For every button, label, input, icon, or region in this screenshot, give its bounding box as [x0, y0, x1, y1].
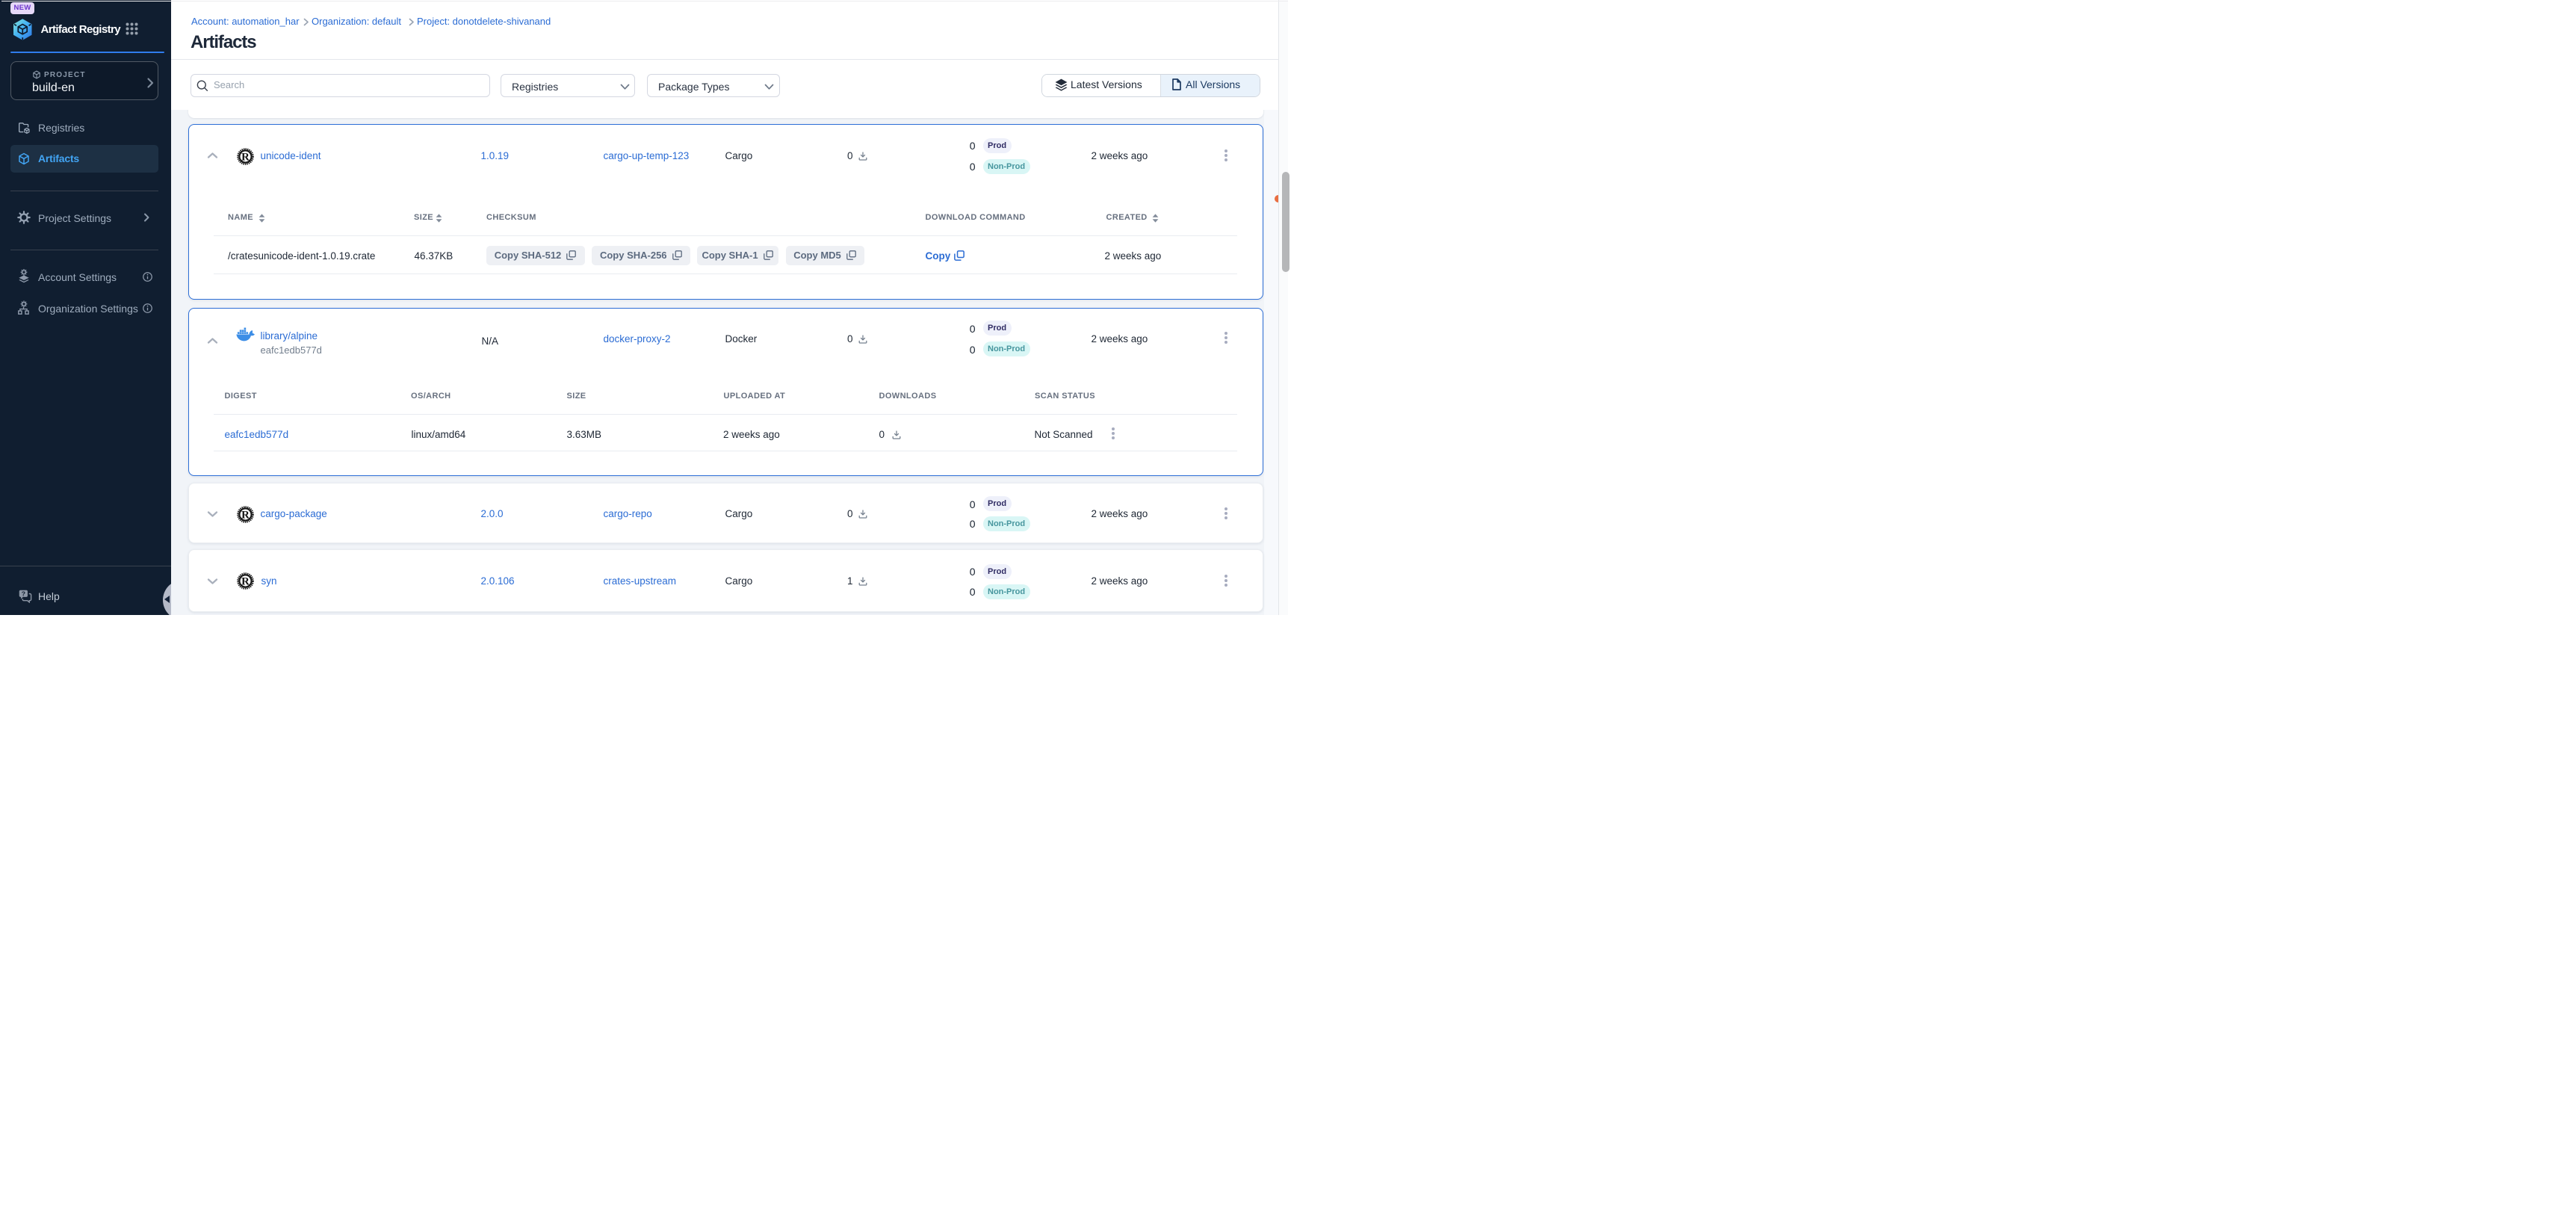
svg-text:?: ?	[22, 590, 25, 597]
svg-text:R: R	[241, 576, 250, 588]
svg-text:R: R	[241, 509, 250, 521]
svg-text:R: R	[241, 152, 250, 164]
